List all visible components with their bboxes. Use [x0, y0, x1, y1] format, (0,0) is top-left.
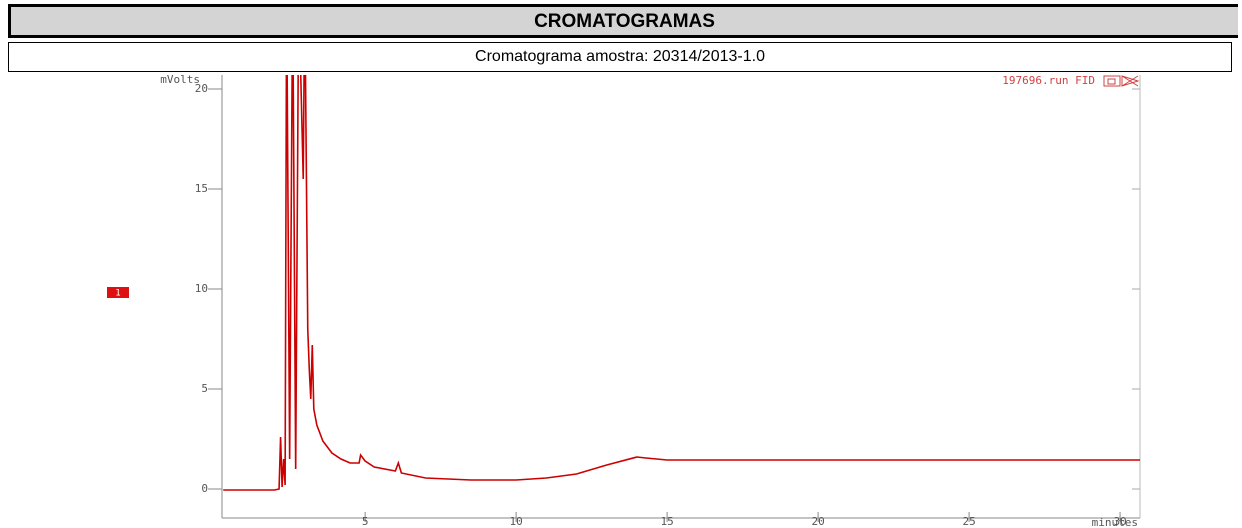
window-icon [1103, 75, 1121, 87]
x-tick-label: 30 [1113, 515, 1126, 528]
peak-marker-label: 1 [115, 289, 120, 299]
x-tick-label: 5 [362, 515, 369, 528]
y-axis-label: mVolts [160, 73, 200, 86]
window-icon [1121, 75, 1140, 87]
y-tick-label: 10 [195, 282, 208, 295]
x-tick-label: 25 [962, 515, 975, 528]
y-tick-label: 0 [201, 482, 208, 495]
x-axis-label: minutes [1092, 516, 1138, 528]
header-subtitle: Cromatograma amostra: 20314/2013-1.0 [8, 42, 1232, 72]
x-tick-label: 20 [811, 515, 824, 528]
window-icon [1107, 78, 1116, 85]
x-tick-label: 10 [509, 515, 522, 528]
y-tick-label: 5 [201, 382, 208, 395]
peak-marker [107, 287, 129, 298]
y-tick-label: 20 [195, 82, 208, 95]
header-title: CROMATOGRAMAS [8, 4, 1238, 38]
y-tick-label: 15 [195, 182, 208, 195]
chromatogram-line [223, 75, 1140, 491]
annotation: 197696.run FID [1002, 74, 1095, 87]
x-tick-label: 15 [660, 515, 673, 528]
